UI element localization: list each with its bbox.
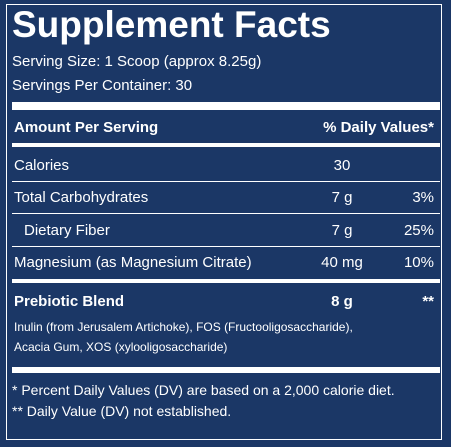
blend-description: Inulin (from Jerusalem Artichoke), FOS (… <box>14 320 353 334</box>
header: Amount Per Serving <box>14 119 159 136</box>
rule <box>12 279 440 283</box>
rule <box>12 246 440 247</box>
nutrient: Magnesium (as Magnesium Citrate) <box>14 254 252 271</box>
amount: 7 g <box>331 189 353 206</box>
daily-value: 10% <box>403 254 434 271</box>
title: Supplement Facts <box>12 4 331 45</box>
nutrient: Calories <box>14 157 70 174</box>
rule <box>12 367 440 373</box>
servings-per-container: Servings Per Container: 30 <box>12 77 193 94</box>
amount: 7 g <box>331 222 353 239</box>
rule <box>12 143 440 147</box>
footnote: ** Daily Value (DV) not established. <box>12 403 232 419</box>
blend-dv: ** <box>422 293 434 310</box>
nutrient: Dietary Fiber <box>24 222 110 239</box>
rule <box>12 213 440 214</box>
amount: 30 <box>333 157 351 174</box>
blend-description: Acacia Gum, XOS (xylooligosaccharide) <box>14 340 228 354</box>
rule <box>12 102 440 110</box>
blend-name: Prebiotic Blend <box>14 293 125 310</box>
nutrient: Total Carbohydrates <box>14 189 149 206</box>
daily-value: 3% <box>412 189 434 206</box>
amount: 40 mg <box>321 254 363 271</box>
rule <box>12 181 440 182</box>
frame <box>6 4 442 440</box>
blend-amount: 8 g <box>331 293 353 310</box>
footnote: * Percent Daily Values (DV) are based on… <box>12 382 395 398</box>
header: % Daily Values* <box>323 119 434 136</box>
daily-value: 25% <box>403 222 434 239</box>
serving-size: Serving Size: 1 Scoop (approx 8.25g) <box>12 53 262 70</box>
